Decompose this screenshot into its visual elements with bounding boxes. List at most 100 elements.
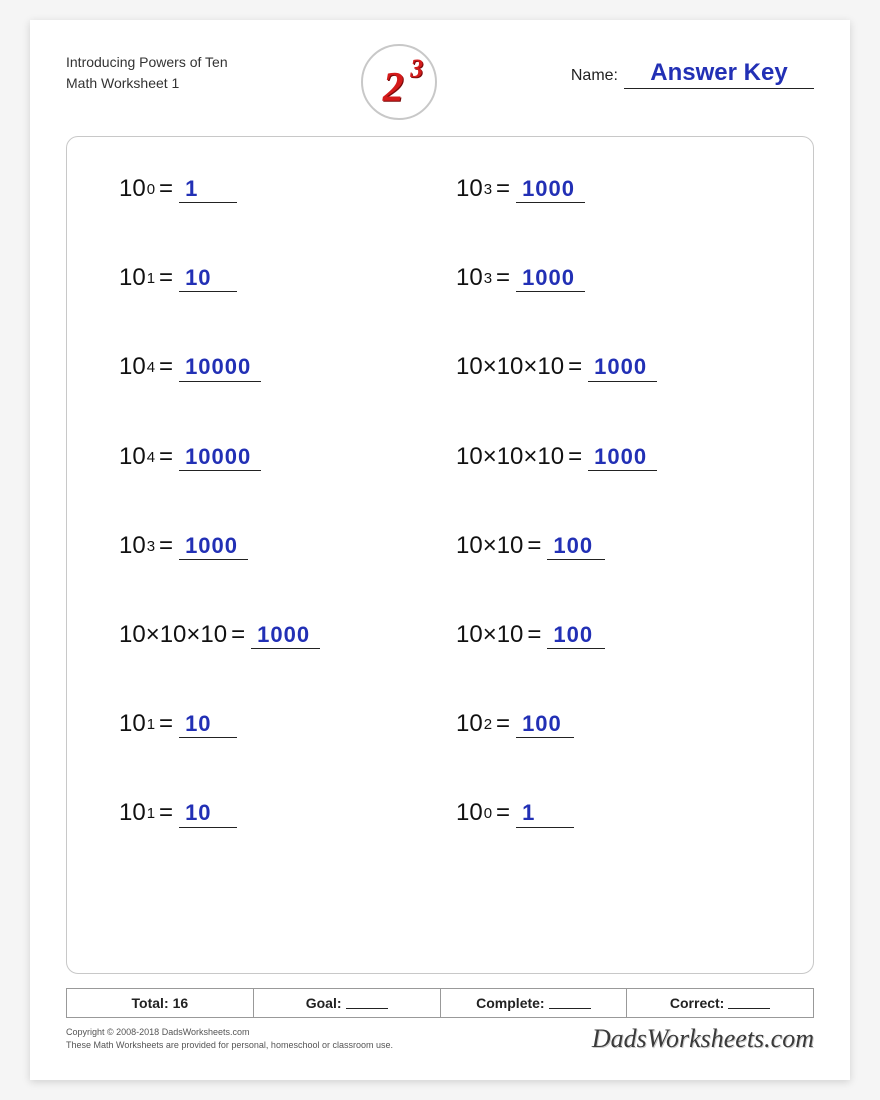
- problem-row: 104 = 10000: [119, 353, 436, 381]
- title-block: Introducing Powers of Ten Math Worksheet…: [66, 48, 228, 94]
- problem-answer: 100: [516, 712, 574, 738]
- problem-answer: 1000: [251, 623, 320, 649]
- problem-base: 10: [456, 710, 483, 738]
- problem-exponent: 1: [147, 270, 155, 287]
- equals-sign: =: [159, 175, 173, 203]
- total-value: 16: [173, 995, 189, 1011]
- total-label: Total:: [132, 995, 169, 1011]
- problem-exponent: 2: [484, 716, 492, 733]
- problem-exponent: 4: [147, 449, 155, 466]
- problem-base: 10: [119, 710, 146, 738]
- problem-expression: 10×10×10: [456, 353, 564, 381]
- problem-base: 10: [119, 175, 146, 203]
- problem-row: 101 = 10: [119, 264, 436, 292]
- goal-blank: [346, 997, 388, 1009]
- equals-sign: =: [527, 621, 541, 649]
- summary-complete: Complete:: [441, 989, 628, 1017]
- problem-row: 101 = 10: [119, 710, 436, 738]
- correct-blank: [728, 997, 770, 1009]
- problems-box: 100 = 1103 = 1000101 = 10103 = 1000104 =…: [66, 136, 814, 974]
- problem-row: 10×10×10 = 1000: [456, 443, 773, 471]
- logo-base-digit: 2: [383, 67, 404, 109]
- copyright-block: Copyright © 2008-2018 DadsWorksheets.com…: [66, 1026, 393, 1051]
- problem-answer: 10: [179, 266, 237, 292]
- equals-sign: =: [496, 799, 510, 827]
- problem-answer: 1000: [516, 177, 585, 203]
- equals-sign: =: [159, 710, 173, 738]
- equals-sign: =: [231, 621, 245, 649]
- name-field: Name: Answer Key: [571, 48, 814, 89]
- problem-answer: 1000: [179, 534, 248, 560]
- problem-answer: 10000: [179, 355, 261, 381]
- problem-answer: 10: [179, 712, 237, 738]
- summary-correct: Correct:: [627, 989, 813, 1017]
- problem-row: 101 = 10: [119, 799, 436, 827]
- problem-answer: 1000: [588, 445, 657, 471]
- header: Introducing Powers of Ten Math Worksheet…: [66, 48, 814, 128]
- problem-answer: 100: [547, 534, 605, 560]
- problem-exponent: 3: [484, 270, 492, 287]
- equals-sign: =: [496, 710, 510, 738]
- problem-answer: 1: [516, 801, 574, 827]
- title-line-2: Math Worksheet 1: [66, 73, 228, 94]
- equals-sign: =: [159, 353, 173, 381]
- logo: 2 3: [361, 48, 437, 120]
- problem-row: 10×10×10 = 1000: [119, 621, 436, 649]
- equals-sign: =: [159, 799, 173, 827]
- problem-expression: 10×10×10: [456, 443, 564, 471]
- equals-sign: =: [159, 264, 173, 292]
- problem-base: 10: [456, 799, 483, 827]
- problem-exponent: 4: [147, 359, 155, 376]
- problem-row: 103 = 1000: [119, 532, 436, 560]
- summary-total: Total: 16: [67, 989, 254, 1017]
- correct-label: Correct:: [670, 995, 724, 1011]
- problem-row: 10×10×10 = 1000: [456, 353, 773, 381]
- problem-exponent: 1: [147, 805, 155, 822]
- problem-answer: 10: [179, 801, 237, 827]
- problem-row: 103 = 1000: [456, 264, 773, 292]
- equals-sign: =: [159, 443, 173, 471]
- problem-base: 10: [119, 443, 146, 471]
- problem-base: 10: [456, 264, 483, 292]
- problem-expression: 10×10: [456, 532, 523, 560]
- title-line-1: Introducing Powers of Ten: [66, 52, 228, 73]
- summary-bar: Total: 16 Goal: Complete: Correct:: [66, 988, 814, 1018]
- equals-sign: =: [568, 443, 582, 471]
- worksheet-page: Introducing Powers of Ten Math Worksheet…: [30, 20, 850, 1080]
- brand-logo: DadsWorksheets.com: [592, 1024, 814, 1054]
- logo-exponent-digit: 3: [410, 54, 423, 84]
- problem-base: 10: [119, 353, 146, 381]
- complete-blank: [549, 997, 591, 1009]
- problem-answer: 1: [179, 177, 237, 203]
- equals-sign: =: [568, 353, 582, 381]
- problem-row: 100 = 1: [119, 175, 436, 203]
- goal-label: Goal:: [306, 995, 342, 1011]
- copyright-line-2: These Math Worksheets are provided for p…: [66, 1039, 393, 1052]
- logo-circle: 2 3: [361, 44, 437, 120]
- equals-sign: =: [159, 532, 173, 560]
- summary-goal: Goal:: [254, 989, 441, 1017]
- footer: Copyright © 2008-2018 DadsWorksheets.com…: [66, 1024, 814, 1054]
- problem-row: 102 = 100: [456, 710, 773, 738]
- problem-exponent: 1: [147, 716, 155, 733]
- copyright-line-1: Copyright © 2008-2018 DadsWorksheets.com: [66, 1026, 393, 1039]
- problem-answer: 1000: [516, 266, 585, 292]
- problem-answer: 100: [547, 623, 605, 649]
- problem-base: 10: [119, 264, 146, 292]
- problems-grid: 100 = 1103 = 1000101 = 10103 = 1000104 =…: [119, 175, 773, 828]
- problem-exponent: 0: [147, 181, 155, 198]
- complete-label: Complete:: [476, 995, 544, 1011]
- name-value: Answer Key: [624, 60, 814, 89]
- problem-answer: 1000: [588, 355, 657, 381]
- problem-base: 10: [456, 175, 483, 203]
- problem-row: 10×10 = 100: [456, 621, 773, 649]
- problem-row: 100 = 1: [456, 799, 773, 827]
- equals-sign: =: [496, 175, 510, 203]
- problem-answer: 10000: [179, 445, 261, 471]
- problem-base: 10: [119, 532, 146, 560]
- problem-expression: 10×10×10: [119, 621, 227, 649]
- problem-expression: 10×10: [456, 621, 523, 649]
- problem-row: 104 = 10000: [119, 443, 436, 471]
- problem-row: 103 = 1000: [456, 175, 773, 203]
- problem-base: 10: [119, 799, 146, 827]
